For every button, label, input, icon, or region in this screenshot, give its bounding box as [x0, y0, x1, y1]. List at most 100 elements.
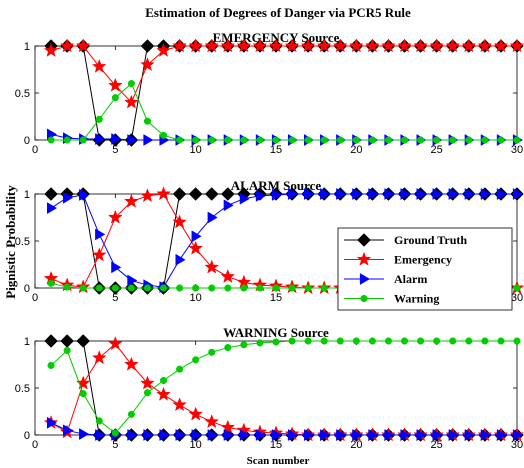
data-point — [95, 115, 103, 123]
x-tick-label: 15 — [270, 439, 282, 451]
data-point — [76, 334, 91, 348]
y-tick-label: 1 — [24, 336, 30, 348]
data-point — [288, 136, 296, 144]
data-point — [156, 42, 171, 57]
data-point — [271, 189, 282, 201]
data-point — [417, 136, 425, 144]
data-point — [143, 117, 152, 125]
data-point — [191, 429, 202, 441]
data-point — [223, 429, 234, 441]
data-point — [509, 38, 524, 53]
x-tick-label: 20 — [350, 144, 362, 156]
series-line — [51, 340, 517, 436]
data-point — [79, 284, 87, 292]
data-point — [63, 283, 71, 291]
data-point — [127, 429, 138, 441]
data-point — [493, 38, 509, 53]
x-tick-label: 30 — [511, 144, 523, 156]
data-point — [352, 136, 360, 144]
data-point — [465, 337, 473, 345]
data-point — [433, 337, 441, 345]
data-point — [304, 284, 312, 292]
data-point — [304, 136, 312, 144]
data-point — [192, 284, 200, 292]
data-point — [46, 202, 58, 215]
legend-label: Ground Truth — [394, 233, 467, 247]
data-point — [465, 136, 473, 144]
data-point — [239, 429, 250, 441]
legend-marker — [357, 233, 371, 247]
data-point — [461, 38, 477, 53]
data-point — [417, 337, 425, 345]
data-point — [172, 38, 187, 53]
data-point — [175, 429, 186, 441]
data-point — [336, 337, 344, 345]
data-point — [497, 337, 505, 345]
data-point — [400, 136, 409, 144]
data-point — [127, 80, 135, 88]
data-point — [143, 284, 152, 292]
data-point — [432, 188, 443, 200]
series-alarm — [46, 416, 523, 441]
data-point — [208, 136, 216, 144]
data-point — [400, 337, 409, 345]
legend-entry: Emergency — [344, 251, 452, 267]
data-point — [47, 136, 55, 144]
data-point — [240, 136, 248, 144]
data-point — [224, 284, 232, 292]
data-point — [192, 136, 200, 144]
data-point — [384, 136, 393, 144]
data-point — [236, 38, 252, 53]
data-point — [140, 39, 155, 53]
data-point — [204, 187, 219, 201]
data-point — [143, 134, 154, 146]
data-point — [91, 350, 107, 365]
data-point — [59, 38, 75, 53]
plot-frame — [34, 45, 518, 141]
data-point — [271, 429, 282, 441]
data-point — [127, 274, 138, 287]
x-tick-label: 10 — [190, 439, 202, 451]
data-point — [207, 429, 218, 441]
x-tick-label: 25 — [431, 144, 443, 156]
data-point — [481, 136, 489, 144]
legend-label: Alarm — [394, 272, 427, 286]
data-point — [159, 284, 168, 292]
data-point — [429, 38, 445, 53]
data-point — [172, 397, 187, 412]
data-point — [448, 188, 459, 200]
data-point — [220, 268, 236, 283]
data-point — [224, 136, 232, 144]
data-point — [127, 134, 138, 146]
data-point — [208, 284, 216, 292]
data-point — [352, 337, 360, 345]
data-point — [223, 199, 234, 212]
data-point — [336, 188, 347, 200]
data-point — [480, 188, 491, 200]
y-tick-label: 0 — [24, 430, 30, 442]
data-point — [175, 253, 186, 266]
data-point — [240, 284, 248, 292]
x-tick-label: 5 — [112, 292, 118, 304]
data-point — [107, 77, 123, 92]
data-point — [124, 94, 139, 109]
data-point — [320, 429, 331, 441]
legend-marker — [359, 273, 370, 285]
data-point — [368, 136, 376, 144]
data-point — [384, 337, 393, 345]
data-point — [140, 188, 155, 203]
data-point — [496, 429, 507, 441]
data-point — [352, 429, 363, 441]
data-point — [95, 429, 106, 441]
data-point — [207, 211, 218, 224]
data-point — [368, 337, 376, 345]
x-tick-label: 15 — [270, 144, 282, 156]
data-point — [60, 334, 74, 348]
data-point — [220, 38, 236, 53]
data-point — [140, 375, 155, 390]
y-tick-label: 1 — [24, 189, 30, 201]
data-point — [44, 334, 58, 348]
data-point — [336, 136, 344, 144]
data-point — [368, 188, 379, 200]
data-point — [107, 336, 123, 351]
